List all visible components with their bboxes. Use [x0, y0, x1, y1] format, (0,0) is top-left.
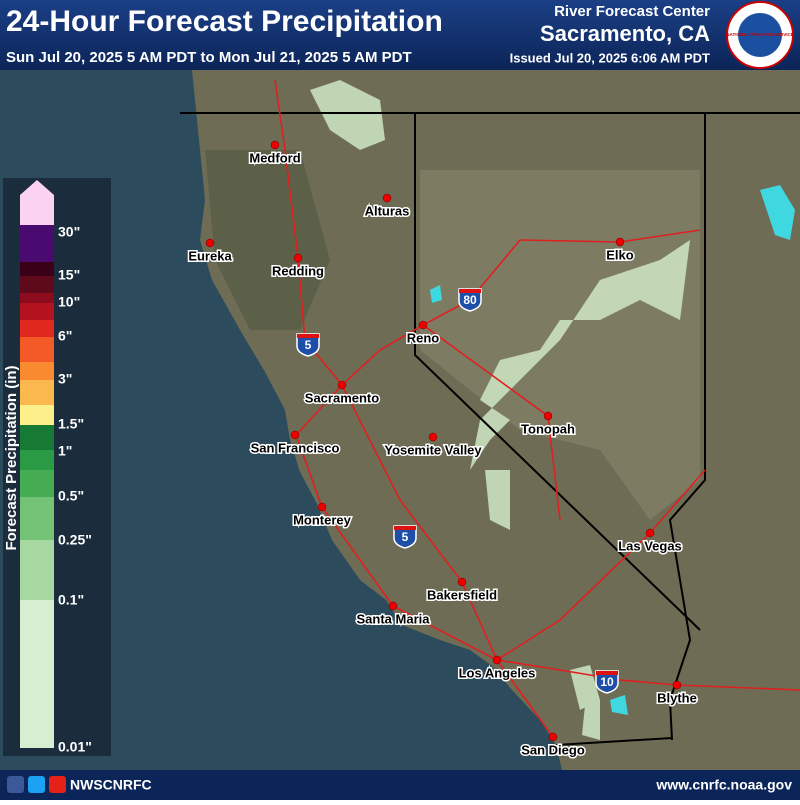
- city-label: Redding: [272, 263, 324, 278]
- legend-band: [20, 225, 54, 262]
- legend-band: [20, 450, 54, 470]
- legend-band: [20, 497, 54, 540]
- legend-title: Forecast Precipitation (in): [3, 365, 20, 550]
- city-dot: [418, 320, 428, 330]
- city-label: Reno: [407, 330, 440, 345]
- legend-band: [20, 293, 54, 303]
- legend-band: [20, 380, 54, 405]
- legend-band: [20, 276, 54, 293]
- legend-band: [20, 303, 54, 320]
- city-dot: [317, 502, 327, 512]
- city-dot: [543, 411, 553, 421]
- legend-label: 0.01": [58, 739, 92, 755]
- city-dot: [293, 253, 303, 263]
- city-dot: [492, 655, 502, 665]
- interstate-shield: [296, 333, 320, 357]
- city-dot: [388, 601, 398, 611]
- city-dot: [337, 380, 347, 390]
- legend-label: 6": [58, 328, 72, 344]
- legend-label: 1": [58, 443, 72, 459]
- city-label: Alturas: [365, 203, 410, 218]
- legend-label: 30": [58, 224, 80, 240]
- interstate-shield: [393, 525, 417, 549]
- interstate-top: [596, 671, 618, 675]
- legend-band: [20, 405, 54, 425]
- city-label: Sacramento: [305, 390, 379, 405]
- city-dot: [205, 238, 215, 248]
- city-dot: [270, 140, 280, 150]
- legend-band: [20, 362, 54, 380]
- city-label: San Francisco: [251, 440, 340, 455]
- interstate-top: [297, 334, 319, 338]
- center: River Forecast Center: [554, 3, 710, 20]
- city-dot: [548, 732, 558, 742]
- city-label: Las Vegas: [618, 538, 682, 553]
- interstate-label: 80: [463, 293, 477, 307]
- interstate-label: 10: [600, 675, 614, 689]
- city-dot: [645, 528, 655, 538]
- legend-label: 3": [58, 371, 72, 387]
- legend-band: [20, 337, 54, 362]
- legend-band: [20, 320, 54, 337]
- website[interactable]: www.cnrfc.noaa.gov: [655, 777, 792, 793]
- legend-band: [20, 262, 54, 276]
- city-dot: [382, 193, 392, 203]
- title: 24-Hour Forecast Precipitation: [6, 5, 443, 38]
- legend-arrow: [20, 180, 54, 225]
- city-label: Yosemite Valley: [384, 442, 482, 457]
- interstate-top: [459, 289, 481, 293]
- city-dot: [428, 432, 438, 442]
- city-label: Tonopah: [521, 421, 575, 436]
- interstate-label: 5: [402, 530, 409, 544]
- interstate-shield: [458, 288, 482, 312]
- social-handle: NWSCNRFC: [70, 777, 152, 793]
- city-label: Medford: [249, 150, 300, 165]
- youtube-icon[interactable]: [49, 776, 66, 793]
- interstate-shield: [595, 670, 619, 694]
- city-label: Blythe: [657, 690, 697, 705]
- city-label: Elko: [606, 247, 634, 262]
- legend: 30" 15" 10" 6" 3" 1.5" 1" 0.5" 0.25" 0.1" 0.01" For…: [3, 178, 111, 756]
- city-label: San Diego: [521, 742, 585, 757]
- map: [0, 70, 800, 770]
- city-label: Bakersfield: [427, 587, 497, 602]
- twitter-icon[interactable]: [28, 776, 45, 793]
- interstate-top: [394, 526, 416, 530]
- issued: Issued Jul 20, 2025 6:06 AM PDT: [510, 50, 710, 65]
- city-label: Los Angeles: [459, 665, 536, 680]
- legend-label: 0.25": [58, 532, 92, 548]
- legend-label: 0.5": [58, 488, 84, 504]
- location: Sacramento, CA: [540, 21, 710, 46]
- legend-band: [20, 425, 54, 450]
- legend-label: 15": [58, 267, 80, 283]
- logo-text: NATIONAL WEATHER SERVICE: [726, 32, 793, 37]
- legend-band: [20, 470, 54, 497]
- interstate-label: 5: [305, 338, 312, 352]
- subtitle: Sun Jul 20, 2025 5 AM PDT to Mon Jul 21,…: [6, 49, 412, 66]
- city-dot: [457, 577, 467, 587]
- facebook-icon[interactable]: [7, 776, 24, 793]
- city-label: Santa Maria: [357, 611, 431, 626]
- legend-label: 1.5": [58, 416, 84, 432]
- city-dot: [672, 680, 682, 690]
- city-dot: [290, 430, 300, 440]
- city-label: Monterey: [293, 512, 352, 527]
- legend-label: 10": [58, 294, 80, 310]
- legend-label: 0.1": [58, 592, 84, 608]
- legend-band: [20, 540, 54, 600]
- footer: [0, 770, 800, 800]
- legend-band: [20, 600, 54, 748]
- city-label: Eureka: [188, 248, 232, 263]
- city-dot: [615, 237, 625, 247]
- header: [0, 0, 800, 70]
